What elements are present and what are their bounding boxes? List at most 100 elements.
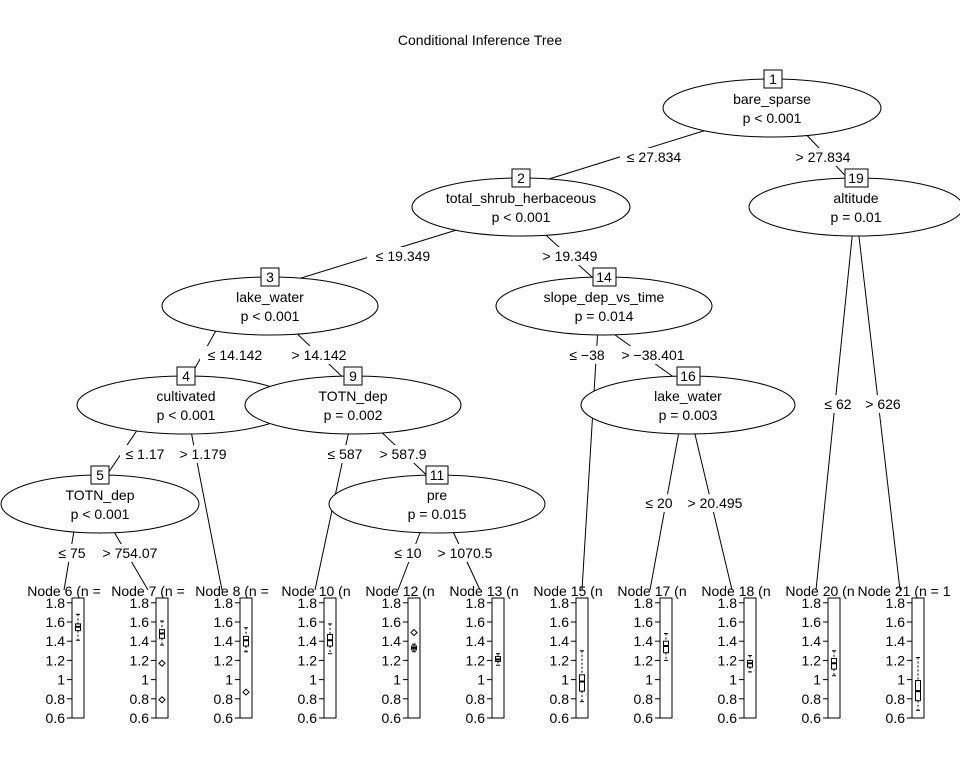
node-pvalue: p = 0.002 [324, 407, 383, 423]
terminal-node-6[interactable]: Node 6 (n =1.8 1.6 1.4 1.2 1 0.8 0.6 [27, 583, 101, 726]
svg-text:≤ 587: ≤ 587 [328, 446, 363, 462]
svg-text:> 587.9: > 587.9 [379, 446, 426, 462]
inner-node-9[interactable]: 9 TOTN_dep p = 0.002 [244, 366, 462, 435]
node-pvalue: p = 0.003 [659, 407, 718, 423]
edge-label: > 1.179 [173, 445, 233, 463]
y-tick-label: 0.8 [130, 691, 150, 707]
y-tick-label: 1.8 [802, 595, 822, 611]
svg-text:> 27.834: > 27.834 [796, 149, 851, 165]
y-tick-label: 1.8 [298, 595, 318, 611]
y-tick-label: 1.2 [802, 652, 822, 668]
edge-label: ≤ 75 [54, 544, 90, 562]
y-tick-label: 1.4 [886, 633, 906, 649]
svg-text:≤ 27.834: ≤ 27.834 [627, 149, 682, 165]
edge-14-15 [581, 326, 599, 591]
edge-label: ≤ −38 [564, 346, 610, 364]
node-id: 3 [266, 269, 274, 285]
terminal-node-17[interactable]: Node 17 (n1.8 1.6 1.4 1.2 1 0.8 0.6 [617, 583, 686, 726]
edge-label: ≤ 10 [389, 544, 427, 562]
edge-label: ≤ 20 [640, 494, 678, 512]
svg-text:≤ −38: ≤ −38 [569, 347, 605, 363]
y-tick-label: 1.4 [634, 633, 654, 649]
y-tick-label: 1 [225, 672, 233, 688]
y-tick-label: 1.8 [466, 595, 486, 611]
inner-node-11[interactable]: 11 pre p = 0.015 [328, 465, 546, 534]
node-variable: TOTN_dep [319, 388, 388, 404]
y-tick-label: 0.6 [298, 710, 318, 726]
y-tick-label: 0.6 [802, 710, 822, 726]
y-tick-label: 0.6 [634, 710, 654, 726]
inner-node-3[interactable]: 3 lake_water p < 0.001 [161, 267, 379, 336]
inner-node-4[interactable]: 4 cultivated p < 0.001 [76, 366, 296, 435]
y-tick-label: 0.6 [466, 710, 486, 726]
inner-node-5[interactable]: 5 TOTN_dep p < 0.001 [0, 465, 200, 534]
inner-node-19[interactable]: 19 altitude p = 0.01 [748, 168, 960, 237]
terminal-node-12[interactable]: Node 12 (n1.8 1.6 1.4 1.2 1 0.8 0.6 [365, 583, 434, 726]
node-id: 19 [848, 170, 864, 186]
diagram-title: Conditional Inference Tree [398, 32, 562, 48]
terminal-node-7[interactable]: Node 7 (n =1.8 1.6 1.4 1.2 1 0.8 0.6 [111, 583, 185, 726]
y-tick-label: 1.4 [46, 633, 66, 649]
y-tick-label: 0.8 [466, 691, 486, 707]
inner-node-14[interactable]: 14 slope_dep_vs_time p = 0.014 [495, 267, 713, 336]
terminal-node-20[interactable]: Node 20 (n1.8 1.6 1.4 1.2 1 0.8 0.6 [785, 583, 854, 726]
inner-nodes: 1 bare_sparse p < 0.001 2 total_shrub_he… [0, 69, 960, 534]
node-pvalue: p < 0.001 [241, 308, 300, 324]
terminal-label: Node 20 (n [785, 583, 854, 599]
terminal-node-8[interactable]: Node 8 (n =1.8 1.6 1.4 1.2 1 0.8 0.6 [195, 583, 269, 726]
edge-label: > 754.07 [96, 544, 164, 562]
panel-frame [407, 597, 421, 719]
edge-label: > −38.401 [614, 346, 692, 364]
node-id: 9 [349, 368, 357, 384]
y-tick-label: 1 [729, 672, 737, 688]
y-tick-label: 1 [645, 672, 653, 688]
terminal-label: Node 21 (n = 1 [857, 583, 950, 599]
terminal-label: Node 6 (n = [27, 583, 101, 599]
node-variable: total_shrub_herbaceous [446, 190, 596, 206]
y-tick-label: 1.2 [214, 652, 234, 668]
outlier-point [158, 696, 166, 704]
y-tick-label: 1.4 [214, 633, 234, 649]
svg-text:> 626: > 626 [865, 396, 901, 412]
terminal-node-15[interactable]: Node 15 (n1.8 1.6 1.4 1.2 1 0.8 0.6 [533, 583, 602, 726]
y-tick-label: 1.8 [718, 595, 738, 611]
inner-node-1[interactable]: 1 bare_sparse p < 0.001 [662, 69, 882, 138]
edge-label: ≤ 27.834 [620, 148, 688, 166]
terminal-node-10[interactable]: Node 10 (n1.8 1.6 1.4 1.2 1 0.8 0.6 [281, 583, 350, 726]
svg-text:≤ 19.349: ≤ 19.349 [376, 248, 431, 264]
edge-label: > 20.495 [680, 494, 750, 512]
y-tick-label: 1.4 [802, 633, 822, 649]
y-tick-label: 1.4 [298, 633, 318, 649]
terminal-node-21[interactable]: Node 21 (n = 11.8 1.6 1.4 1.2 1 0.8 0.6 [857, 583, 950, 726]
node-pvalue: p < 0.001 [492, 209, 551, 225]
y-tick-label: 1.2 [46, 652, 66, 668]
y-tick-label: 0.8 [46, 691, 66, 707]
y-tick-label: 0.6 [718, 710, 738, 726]
y-tick-label: 0.6 [130, 710, 150, 726]
svg-text:> 20.495: > 20.495 [688, 495, 743, 511]
terminal-node-13[interactable]: Node 13 (n1.8 1.6 1.4 1.2 1 0.8 0.6 [449, 583, 518, 726]
node-variable: lake_water [654, 388, 722, 404]
y-tick-label: 1.6 [298, 614, 318, 630]
y-tick-label: 1.6 [466, 614, 486, 630]
y-tick-label: 0.6 [886, 710, 906, 726]
outlier-point [242, 688, 250, 696]
terminal-node-18[interactable]: Node 18 (n1.8 1.6 1.4 1.2 1 0.8 0.6 [701, 583, 770, 726]
node-variable: altitude [833, 190, 878, 206]
svg-text:≤ 1.17: ≤ 1.17 [126, 446, 165, 462]
svg-text:≤ 14.142: ≤ 14.142 [208, 347, 263, 363]
node-id: 4 [182, 368, 190, 384]
y-tick-label: 1.8 [130, 595, 150, 611]
y-tick-label: 1 [309, 672, 317, 688]
svg-text:> 1.179: > 1.179 [179, 446, 226, 462]
y-tick-label: 1.6 [634, 614, 654, 630]
y-tick-label: 1.4 [718, 633, 738, 649]
y-tick-label: 1.4 [466, 633, 486, 649]
node-id: 5 [96, 467, 104, 483]
inner-node-16[interactable]: 16 lake_water p = 0.003 [580, 366, 796, 435]
edge-labels: ≤ 27.834 > 27.834 ≤ 19.349 > 19.349 ≤ 14… [54, 148, 908, 562]
edge-label: > 587.9 [372, 445, 434, 463]
edge-label: > 626 [858, 395, 908, 413]
y-tick-label: 1.2 [634, 652, 654, 668]
inner-node-2[interactable]: 2 total_shrub_herbaceous p < 0.001 [411, 168, 631, 237]
